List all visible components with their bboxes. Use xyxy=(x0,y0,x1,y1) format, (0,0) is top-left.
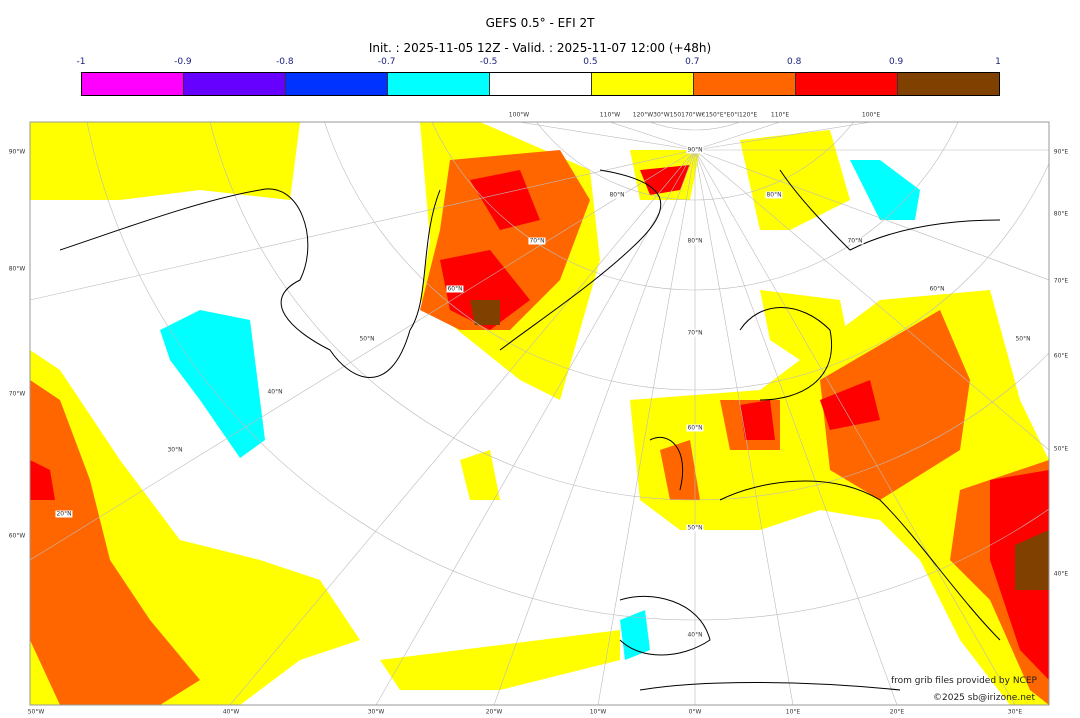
meridian-line xyxy=(229,149,696,705)
graticule-label: 110°W xyxy=(599,111,621,119)
parallel-line xyxy=(209,122,1049,501)
colorbar-tick: -0.5 xyxy=(479,57,498,67)
graticule-label: 50°N xyxy=(358,335,376,343)
parallel-line xyxy=(87,122,1049,621)
parallel-line xyxy=(431,122,959,291)
colorbar-segment xyxy=(184,73,286,95)
colorbar-tick: -1 xyxy=(76,57,86,67)
graticule-label: 20°E xyxy=(889,708,905,716)
graticule-label: 50°E xyxy=(1053,445,1069,453)
graticule-label: 70°N xyxy=(846,237,864,245)
map-subtitle: Init. : 2025-11-05 12Z - Valid. : 2025-1… xyxy=(368,41,712,55)
colorbar-tick: 0.9 xyxy=(888,57,904,67)
colorbar-tick: -0.7 xyxy=(377,57,396,67)
graticule-label: 10°E xyxy=(785,708,801,716)
graticule-label: 80°N xyxy=(765,191,783,199)
graticule-label: 0°W xyxy=(688,708,702,716)
colorbar-tick: 1 xyxy=(995,57,1001,67)
colorbar-segment xyxy=(694,73,796,95)
graticule-label: 80°W xyxy=(8,265,26,273)
meridian-line xyxy=(493,149,696,705)
graticule-label: 40°E xyxy=(1053,570,1069,578)
colorbar-segment xyxy=(82,73,184,95)
graticule-label: 60°E xyxy=(1053,352,1069,360)
graticule-label: 100°E xyxy=(861,111,881,119)
meridian-line xyxy=(30,149,696,561)
colorbar-segment xyxy=(286,73,388,95)
meridian-line xyxy=(694,149,898,705)
graticule-label: 90°N xyxy=(686,146,704,154)
data-source-credit: from grib files provided by NCEP xyxy=(891,676,1037,686)
graticule-label: 70°W xyxy=(8,390,26,398)
graticule-label: 10°W xyxy=(589,708,607,716)
parallel-line xyxy=(635,0,755,60)
colorbar-tick: 0.5 xyxy=(583,57,598,67)
colorbar-tick: -0.8 xyxy=(275,57,294,67)
graticule-label: 30°N xyxy=(166,446,184,454)
parallel-line xyxy=(536,122,854,201)
copyright-credit: ©2025 sb@irizone.net xyxy=(933,693,1035,703)
colorbar-segment xyxy=(592,73,694,95)
graticule-label: 80°N xyxy=(608,191,626,199)
colorbar-segment xyxy=(490,73,592,95)
graticule-label: 60°N xyxy=(446,285,464,293)
graticule-label: 80°N xyxy=(686,237,704,245)
colorbar-tick: 0.7 xyxy=(685,57,700,67)
map-title: GEFS 0.5° - EFI 2T xyxy=(485,16,595,30)
meridian-line xyxy=(694,149,1049,281)
colorbar-tick: -0.9 xyxy=(174,57,192,67)
meridian-line xyxy=(694,149,1016,705)
meridian-line xyxy=(694,149,1049,451)
colorbar-tick: 0.8 xyxy=(787,57,802,67)
graticule-label: 90°E xyxy=(1053,148,1069,156)
colorbar-segment xyxy=(898,73,999,95)
graticule-label: 20°N xyxy=(55,510,73,518)
graticule-label: 20°W xyxy=(485,708,503,716)
colorbar-segment xyxy=(388,73,490,95)
graticule-label: 60°W xyxy=(8,532,26,540)
graticule-label: 100°W xyxy=(508,111,530,119)
graticule-label: 90°W xyxy=(8,148,26,156)
graticule-label: 80°E xyxy=(1053,210,1069,218)
meridian-line xyxy=(375,149,696,705)
meridian-line xyxy=(609,122,696,151)
meridian-line xyxy=(518,122,696,151)
brown-areas xyxy=(470,300,1049,590)
graticule-label: 70°N xyxy=(686,329,704,337)
parallel-line xyxy=(324,122,1049,391)
graticule-label: 70°N xyxy=(528,237,546,245)
graticule-label: 120°W30°W150170°W€150°E°E0°I120°E xyxy=(632,111,758,119)
meridian-line xyxy=(694,149,794,705)
graticule-label: 70°E xyxy=(1053,277,1069,285)
graticule-label: 110°E xyxy=(770,111,790,119)
graticule-label: 60°N xyxy=(928,285,946,293)
graticule-label: 60°N xyxy=(686,424,704,432)
meridian-line xyxy=(694,122,872,151)
parallel-line xyxy=(649,122,741,131)
graticule-label: 30°E xyxy=(1007,708,1023,716)
graticule-label: 40°W xyxy=(222,708,240,716)
meridian-line xyxy=(30,149,696,301)
coastlines xyxy=(59,169,1001,691)
colorbar-segment xyxy=(796,73,898,95)
graticule-label: 40°N xyxy=(686,631,704,639)
meridian-line xyxy=(597,149,696,705)
meridian-line xyxy=(694,122,781,151)
graticule-label: 50°N xyxy=(686,524,704,532)
graticule-label: 50°N xyxy=(1014,335,1032,343)
colorbar xyxy=(81,72,1000,96)
cyan-areas xyxy=(160,160,920,660)
graticule-label: 40°N xyxy=(266,388,284,396)
graticule-label: 50°W xyxy=(27,708,45,716)
graticule-label: 30°W xyxy=(367,708,385,716)
